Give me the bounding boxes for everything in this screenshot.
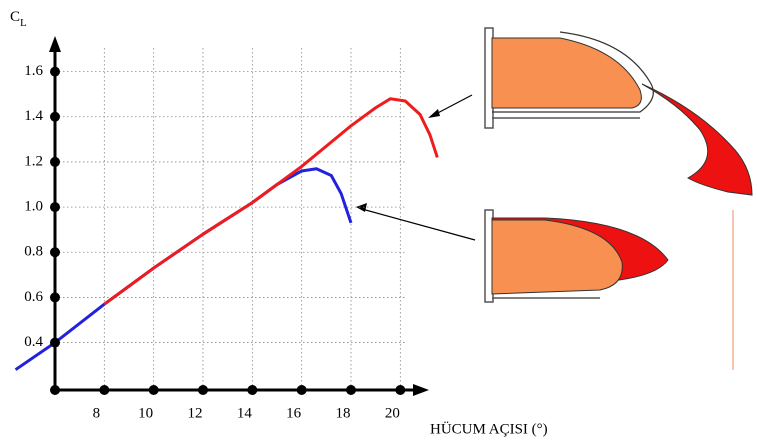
data-line	[16, 169, 351, 370]
y-tick-mark	[50, 112, 60, 122]
y-tick-label: 1.6	[24, 63, 43, 79]
y-tick-label: 0.6	[24, 289, 43, 305]
y-tick-label: 0.8	[24, 244, 43, 260]
y-tick-mark	[50, 157, 60, 167]
x-tick-mark	[247, 385, 257, 395]
y-tick-mark	[50, 292, 60, 302]
x-tick-label: 20	[385, 405, 400, 421]
y-tick-mark	[50, 67, 60, 77]
x-tick-label: 10	[138, 405, 153, 421]
y-axis-arrow	[49, 36, 61, 52]
y-tick-label: 1.2	[24, 153, 43, 169]
y-axis-label-main: C	[10, 9, 20, 25]
x-tick-mark	[346, 385, 356, 395]
airfoil-normal	[356, 203, 733, 370]
origin-dot	[50, 385, 60, 395]
y-tick-label: 1.0	[24, 199, 43, 215]
x-tick-label: 14	[237, 405, 253, 421]
airfoil-stalled	[428, 28, 752, 195]
x-tick-mark	[149, 385, 159, 395]
y-axis-label: CL	[10, 9, 27, 28]
x-tick-label: 12	[188, 405, 203, 421]
x-tick-label: 8	[93, 405, 101, 421]
x-tick-label: 16	[286, 405, 302, 421]
x-tick-mark	[297, 385, 307, 395]
y-tick-mark	[50, 202, 60, 212]
chart: CL HÜCUM AÇISI (°) 0.4 0.6 0.8 1.0 1.2 1.4 1.6…	[0, 0, 757, 444]
y-tick-label: 0.4	[24, 334, 43, 350]
y-tick-mark	[50, 247, 60, 257]
x-axis-arrow	[413, 384, 429, 396]
y-tick-mark	[50, 338, 60, 348]
x-axis-label: HÜCUM AÇISI (°)	[430, 420, 548, 437]
data-line	[104, 99, 437, 304]
x-tick-mark	[198, 385, 208, 395]
x-tick-mark	[395, 385, 405, 395]
y-axis-label-sub: L	[20, 17, 27, 29]
x-tick-label: 18	[336, 405, 351, 421]
x-tick-mark	[99, 385, 109, 395]
y-tick-label: 1.4	[24, 108, 43, 124]
